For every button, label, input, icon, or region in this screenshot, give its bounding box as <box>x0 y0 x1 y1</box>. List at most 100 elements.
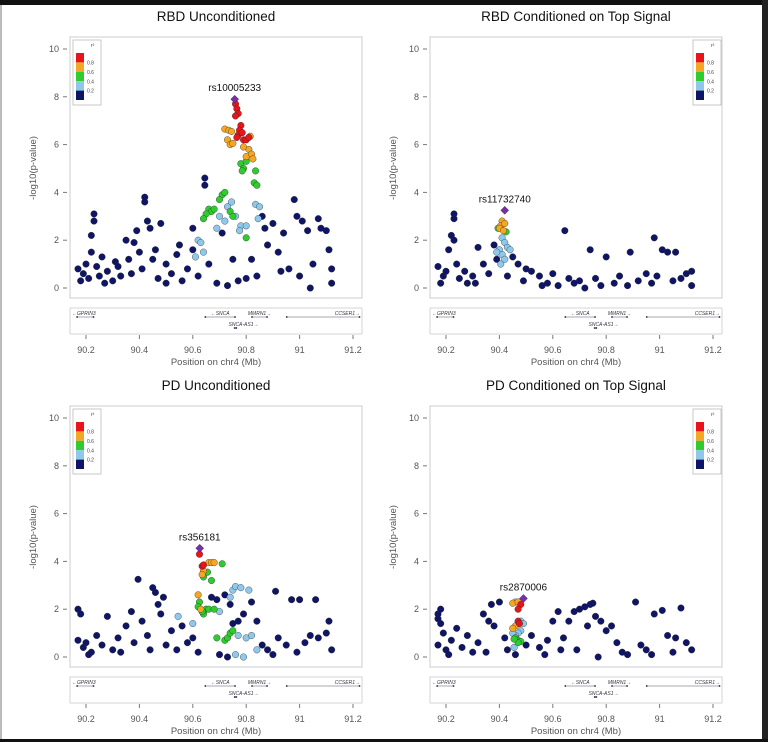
data-point <box>240 653 248 661</box>
legend-label: 0.2 <box>87 89 94 95</box>
data-point <box>151 588 159 596</box>
data-point <box>573 646 581 654</box>
gene-track-box <box>429 307 723 335</box>
data-point <box>205 260 213 268</box>
x-tick-label: 90.4 <box>491 345 509 355</box>
legend-label: 0.8 <box>87 430 94 436</box>
r2-legend: r² 0.8 0.6 0.4 0.2 <box>72 39 102 106</box>
data-point <box>616 272 624 280</box>
data-point <box>445 651 453 659</box>
lead-snp-label: rs356181 <box>179 532 221 543</box>
data-point <box>103 612 111 620</box>
gene-exon <box>595 327 598 329</box>
data-point <box>253 272 261 280</box>
legend-label: 0.4 <box>87 79 94 85</box>
data-point <box>514 260 522 268</box>
chart-title: PD Conditioned on Top Signal <box>486 378 666 393</box>
data-point <box>328 646 336 654</box>
data-point <box>237 584 245 592</box>
y-tick-label: 8 <box>54 461 59 471</box>
data-point <box>688 646 696 654</box>
data-point <box>501 219 509 227</box>
data-point <box>437 605 445 613</box>
data-point <box>274 248 282 256</box>
data-point <box>103 267 111 275</box>
data-point <box>213 596 221 604</box>
data-point <box>201 181 209 189</box>
data-point <box>256 203 264 211</box>
gene-label: ←SNCA <box>211 311 231 317</box>
legend-label: 0.2 <box>707 89 714 95</box>
data-point <box>130 639 138 647</box>
data-point <box>497 260 505 268</box>
x-tick-label: 90.4 <box>491 714 509 724</box>
data-point <box>613 639 621 647</box>
legend-title: r² <box>91 43 95 49</box>
data-point <box>252 167 260 175</box>
data-point <box>677 604 685 612</box>
data-point <box>234 632 242 639</box>
data-point <box>322 227 330 235</box>
plot-area <box>429 405 723 668</box>
data-point <box>503 272 511 280</box>
x-tick-label: 91 <box>295 345 305 355</box>
data-point <box>162 279 170 287</box>
legend-swatch <box>696 90 704 100</box>
data-point <box>198 571 206 579</box>
data-point <box>664 248 672 256</box>
data-point <box>233 133 241 141</box>
y-tick-label: 8 <box>54 92 59 102</box>
data-point <box>288 596 296 604</box>
data-point <box>549 270 557 278</box>
gene-label: MMRN1→ <box>248 311 271 317</box>
y-tick-label: 10 <box>409 44 419 54</box>
x-tick-label: 90.8 <box>597 345 615 355</box>
data-point <box>589 599 597 607</box>
data-point <box>167 627 175 635</box>
x-tick-label: 90.8 <box>237 345 255 355</box>
gene-label: CCSER1→ <box>335 311 360 317</box>
data-point <box>216 196 223 204</box>
y-tick-label: 2 <box>414 235 419 245</box>
x-axis-label: Position on chr4 (Mb) <box>171 726 261 737</box>
data-point <box>90 210 98 218</box>
legend-swatch <box>696 450 704 460</box>
data-point <box>248 632 256 639</box>
gene-exon <box>235 327 238 329</box>
y-tick-label: 4 <box>414 187 419 197</box>
data-point <box>200 561 207 569</box>
x-tick-label: 91 <box>655 345 665 355</box>
data-point <box>114 263 122 270</box>
data-point <box>197 239 205 247</box>
data-point <box>134 575 142 583</box>
data-point <box>309 260 317 268</box>
legend-label: 0.2 <box>87 458 94 464</box>
data-point <box>515 620 523 628</box>
gene-label: ←GPRIN3 <box>432 311 456 317</box>
y-axis-label: -log10(p-value) <box>388 505 399 569</box>
data-point <box>213 279 221 287</box>
data-point <box>487 600 495 608</box>
gene-exon <box>233 327 236 329</box>
data-point <box>672 634 680 642</box>
gene-exon <box>452 316 455 318</box>
legend-label: 0.6 <box>87 70 94 76</box>
gene-exon <box>594 685 596 687</box>
data-point <box>325 246 333 254</box>
data-point <box>586 246 594 254</box>
data-point <box>565 274 573 282</box>
legend-swatch <box>696 431 704 441</box>
y-tick-label: 6 <box>54 140 59 150</box>
gene-exon <box>626 685 628 687</box>
data-point <box>157 610 165 618</box>
gene-exon <box>266 316 268 318</box>
legend-label: 0.8 <box>707 430 714 436</box>
gene-exon <box>452 685 455 687</box>
data-point <box>216 212 223 220</box>
data-point <box>95 272 103 280</box>
gene-label: SNCA-AS1→ <box>229 691 259 697</box>
y-tick-label: 6 <box>414 509 419 519</box>
data-point <box>135 248 143 256</box>
data-point <box>167 270 175 278</box>
y-tick-label: 4 <box>414 556 419 566</box>
